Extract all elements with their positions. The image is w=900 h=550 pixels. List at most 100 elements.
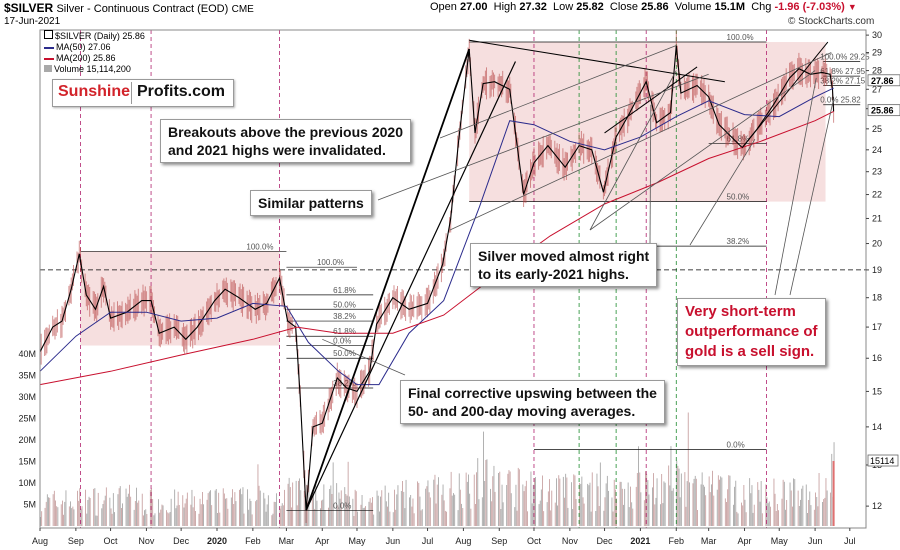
volume-bar xyxy=(161,504,163,526)
volume-bar xyxy=(86,513,88,526)
volume-bar xyxy=(57,507,59,526)
volume-bar xyxy=(466,481,468,526)
volume-bar xyxy=(240,488,241,526)
annotation-pointer xyxy=(589,70,816,231)
volume-bar xyxy=(582,497,584,526)
price-tick-label: 24 xyxy=(872,145,882,155)
volume-bar xyxy=(574,475,576,526)
volume-bar xyxy=(394,489,395,526)
volume-tick-label: 5M xyxy=(23,500,36,510)
volume-bar xyxy=(256,499,258,526)
volume-bar xyxy=(751,485,753,526)
volume-bar xyxy=(321,500,322,526)
volume-bar xyxy=(347,461,349,526)
volume-bar xyxy=(645,471,646,526)
volume-bar xyxy=(462,508,464,526)
volume-bar xyxy=(687,412,689,526)
volume-bar xyxy=(729,475,731,526)
volume-bar xyxy=(566,477,568,526)
volume-bar xyxy=(639,472,641,526)
volume-bar xyxy=(387,506,388,526)
volume-bar xyxy=(757,482,759,526)
volume-bar xyxy=(330,485,332,526)
volume-bar xyxy=(498,473,499,526)
volume-bar xyxy=(736,511,738,526)
volume-bar xyxy=(324,510,326,526)
volume-bar xyxy=(616,498,617,526)
volume-bar xyxy=(770,506,771,526)
volume-bar xyxy=(773,478,775,526)
volume-bar xyxy=(370,502,372,526)
volume-bar xyxy=(420,510,422,526)
volume-bar xyxy=(724,498,726,526)
volume-bar xyxy=(549,479,550,526)
volume-bar xyxy=(184,503,186,526)
volume-bar xyxy=(145,509,147,526)
volume-value: 15.1M xyxy=(714,1,746,13)
volume-bar xyxy=(429,497,431,526)
volume-bar xyxy=(794,479,796,526)
plot-frame xyxy=(39,29,867,529)
volume-bar xyxy=(522,484,524,526)
volume-bar xyxy=(558,475,560,526)
volume-bar xyxy=(136,487,137,526)
volume-bar xyxy=(469,493,471,526)
volume-bar xyxy=(802,485,804,526)
volume-bar xyxy=(202,492,203,526)
volume-bar xyxy=(353,516,355,526)
volume-bar xyxy=(376,490,378,526)
volume-bar xyxy=(535,477,536,526)
volume-bar xyxy=(46,494,48,526)
volume-bar xyxy=(410,495,412,526)
volume-bar xyxy=(174,489,176,526)
volume-bar xyxy=(810,505,812,526)
volume-bar xyxy=(118,488,120,526)
volume-bar xyxy=(565,473,567,526)
price-tick-label: 30 xyxy=(872,30,882,40)
volume-bar xyxy=(589,482,591,526)
volume-bar xyxy=(695,478,697,526)
volume-bar xyxy=(44,507,46,526)
volume-bar xyxy=(741,502,742,526)
volume-bar xyxy=(716,489,718,526)
volume-bar xyxy=(233,504,235,526)
volume-bar xyxy=(822,502,823,526)
volume-bar xyxy=(336,483,338,526)
volume-bar xyxy=(606,475,608,526)
volume-bar xyxy=(742,505,744,526)
volume-bar xyxy=(631,502,633,526)
fib-level-label: 50.0% xyxy=(333,349,356,358)
volume-bar xyxy=(465,472,467,526)
price-tick-label: 16 xyxy=(872,353,882,363)
volume-bar xyxy=(372,497,373,526)
volume-bar xyxy=(365,506,366,526)
volume-bar xyxy=(298,480,299,526)
volume-bar xyxy=(380,496,381,526)
volume-bar xyxy=(546,502,548,526)
volume-bar xyxy=(314,508,316,526)
volume-bar xyxy=(477,458,479,526)
price-line xyxy=(39,45,835,511)
volume-bar xyxy=(531,503,533,526)
volume-bar xyxy=(413,513,415,526)
volume-bar xyxy=(395,509,397,526)
volume-bar xyxy=(41,511,43,526)
volume-bar xyxy=(672,488,674,526)
volume-bar xyxy=(265,511,267,526)
x-tick-label: Aug xyxy=(455,536,471,546)
x-tick-label: Apr xyxy=(738,536,752,546)
x-tick-label: Dec xyxy=(597,536,614,546)
volume-bar xyxy=(428,492,430,526)
volume-bar xyxy=(705,495,707,526)
volume-bar xyxy=(258,485,260,526)
volume-bar xyxy=(52,494,54,526)
annotation-pointer xyxy=(377,73,709,201)
volume-bar xyxy=(403,491,405,526)
price-tick-label: 12 xyxy=(872,501,882,511)
x-tick-label: Oct xyxy=(527,536,542,546)
annotation-pointer xyxy=(449,52,832,231)
volume-bar xyxy=(292,482,294,526)
volume-bar xyxy=(776,504,778,526)
volume-bar xyxy=(692,483,694,526)
legend-ma50: MA(50) 27.06 xyxy=(44,42,145,53)
